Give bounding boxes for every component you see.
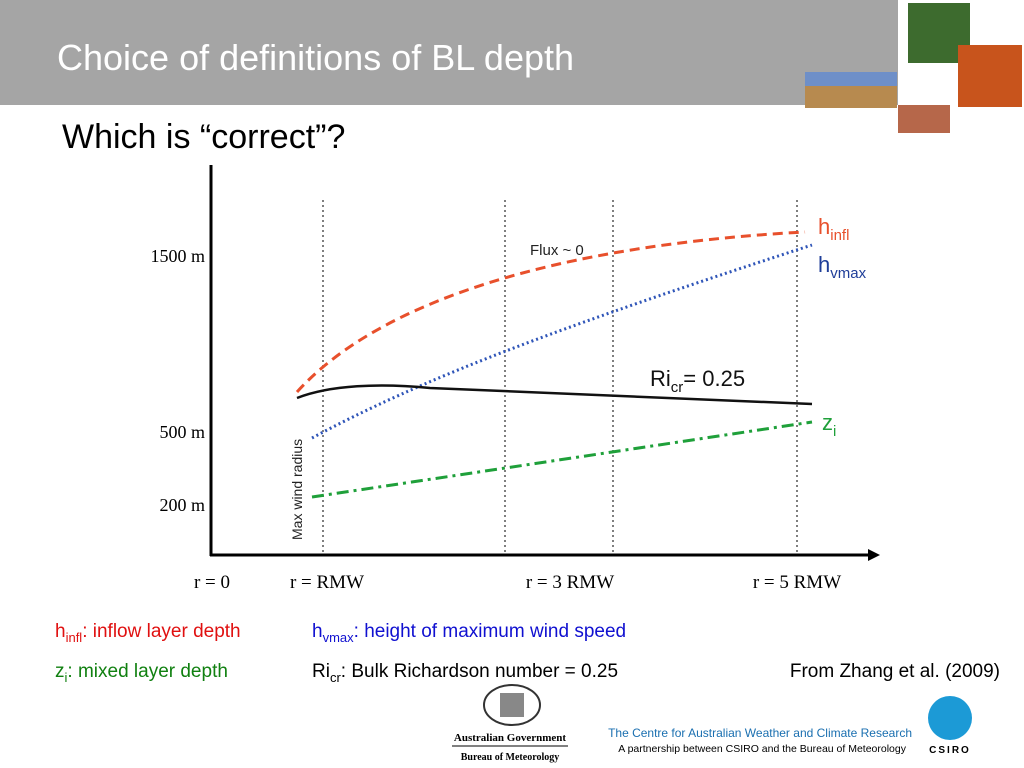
- sub: vmax: [323, 630, 355, 645]
- desc: : inflow layer depth: [82, 621, 240, 642]
- sub: infl: [830, 227, 849, 244]
- title: Choice of definitions of BL depth: [57, 37, 574, 78]
- legend-item: hinfl: inflow layer depth: [55, 621, 241, 645]
- desc: : mixed layer depth: [67, 661, 228, 682]
- sub: cr: [671, 379, 684, 396]
- desc: : Bulk Richardson number = 0.25: [341, 661, 618, 682]
- curve-label: Ricr= 0.25: [650, 366, 745, 396]
- x-arrow: [868, 549, 880, 561]
- desc: : height of maximum wind speed: [354, 621, 626, 642]
- legend-item: Ricr: Bulk Richardson number = 0.25: [312, 661, 618, 685]
- bureau-name: Bureau of Meteorology: [461, 752, 560, 763]
- x-label: r = RMW: [290, 572, 364, 593]
- base: h: [818, 252, 830, 277]
- curve-label: hvmax: [818, 252, 867, 282]
- curve-h-vmax: [311, 243, 813, 440]
- coat-of-arms: [483, 684, 541, 726]
- curve-label: zi: [822, 410, 836, 440]
- base: h: [818, 214, 830, 239]
- base: Ri: [312, 661, 330, 682]
- annotation: Max wind radius: [289, 439, 305, 540]
- csiro-text: CSIRO: [929, 745, 971, 756]
- sub: i: [65, 670, 68, 685]
- curve-zi: [311, 420, 813, 499]
- base: h: [55, 621, 66, 642]
- figure: 1500 m 500 m 200 m r = 0 r = RMW r = 3 R…: [150, 165, 880, 593]
- subtitle: Which is “correct”?: [62, 118, 345, 156]
- sub: cr: [330, 670, 342, 685]
- photo-earth: [898, 105, 950, 133]
- header-band: [0, 0, 898, 105]
- sub: i: [833, 423, 836, 440]
- legend-item: zi: mixed layer depth: [55, 661, 228, 685]
- x-label: r = 3 RMW: [526, 572, 614, 593]
- x-label: r = 5 RMW: [753, 572, 841, 593]
- shield: [500, 693, 524, 717]
- y-label: 500 m: [159, 422, 205, 442]
- curve-ri: [296, 384, 813, 406]
- photo-sky: [805, 72, 897, 86]
- partnership: A partnership between CSIRO and the Bure…: [618, 743, 907, 755]
- crest: [483, 684, 541, 726]
- source: From Zhang et al. (2009): [790, 661, 1000, 682]
- y-label: 1500 m: [150, 246, 205, 266]
- sub: infl: [66, 630, 83, 645]
- centre-name: The Centre for Australian Weather and Cl…: [608, 726, 912, 740]
- x-label: r = 0: [194, 572, 230, 593]
- sub: vmax: [830, 265, 866, 282]
- base: Ri: [650, 366, 671, 391]
- base: h: [312, 621, 323, 642]
- base: z: [822, 410, 833, 435]
- legend-item: hvmax: height of maximum wind speed: [312, 621, 626, 645]
- curve-label: hinfl: [818, 214, 849, 244]
- base: z: [55, 661, 65, 682]
- suffix: = 0.25: [683, 366, 745, 391]
- y-label: 200 m: [159, 495, 205, 515]
- annotation: Flux ~ 0: [530, 242, 584, 259]
- curve-h-infl: [295, 230, 806, 394]
- photo-fire: [958, 45, 1022, 107]
- gov-name: Australian Government: [454, 732, 566, 744]
- csiro-logo: [928, 696, 972, 740]
